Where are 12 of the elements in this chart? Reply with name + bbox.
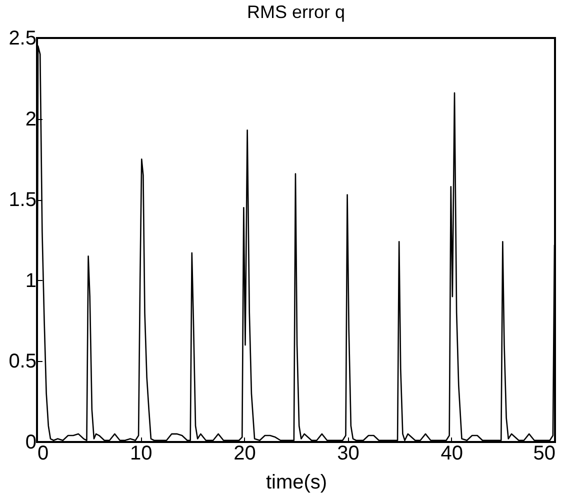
x-tick-label: 20 xyxy=(234,442,256,464)
x-axis-title: time(s) xyxy=(266,472,328,494)
x-tick-label: 30 xyxy=(337,442,360,464)
x-tick-label: 50 xyxy=(533,442,556,464)
y-tick-label: 1.5 xyxy=(8,189,36,212)
y-tick-label: 2 xyxy=(25,108,36,130)
chart-title: RMS error q xyxy=(246,2,346,22)
x-tick-label: 40 xyxy=(440,442,464,464)
y-tick-label: 2.5 xyxy=(8,28,36,50)
y-tick-label: 0.5 xyxy=(8,350,36,373)
x-tick-label: 10 xyxy=(130,442,152,464)
y-tick-label: 1 xyxy=(25,270,36,292)
